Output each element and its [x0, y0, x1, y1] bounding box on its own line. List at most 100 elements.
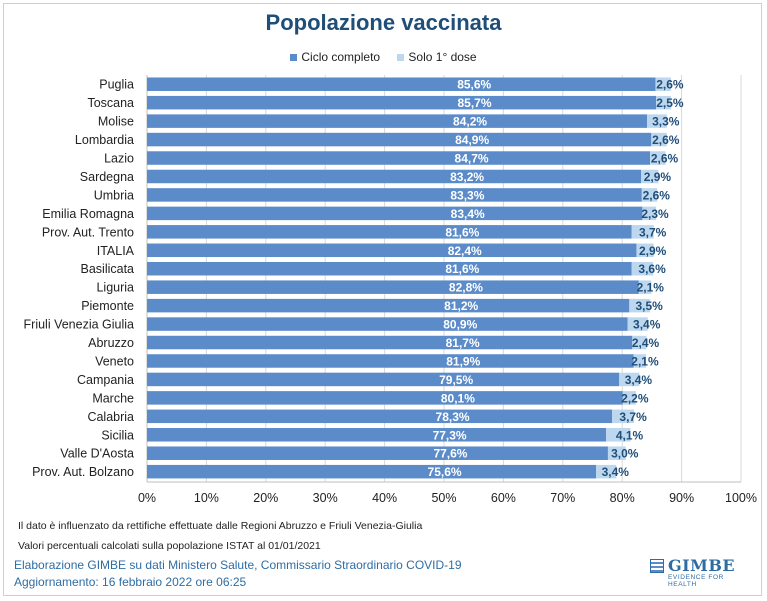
chart-plot: 0% 10% 20% 30% 40% 50% 60% 70% 80% 90% 100% Puglia 8… [24, 75, 757, 505]
bar-ciclo-completo-abruzzo [147, 335, 633, 350]
category-label-marche: Marche [92, 391, 134, 405]
category-label-campania: Campania [77, 373, 134, 387]
category-label-piemonte: Piemonte [81, 299, 134, 313]
x-tick-label: 10% [194, 491, 219, 505]
category-label-liguria: Liguria [96, 281, 134, 295]
data-label-ciclo-completo: 78,3% [436, 410, 470, 424]
category-label-toscana: Toscana [87, 96, 134, 110]
x-tick-label: 80% [610, 491, 635, 505]
gimbe-logo-tagline: EVIDENCE FOR HEALTH [668, 574, 724, 588]
bar-solo-prima-dose-prov-aut-bolzano [596, 464, 617, 479]
x-tick-label: 40% [372, 491, 397, 505]
bar-solo-prima-dose-prov-aut-trento [631, 225, 654, 239]
category-label-sicilia: Sicilia [101, 428, 134, 442]
legend-label-solo-prima-dose: Solo 1° dose [408, 50, 477, 64]
bar-solo-prima-dose-veneto [633, 354, 646, 368]
data-label-ciclo-completo: 82,4% [448, 244, 482, 258]
bar-ciclo-completo-lombardia [147, 132, 652, 147]
source-credit: Elaborazione GIMBE su dati Ministero Sal… [14, 558, 462, 572]
bar-ciclo-completo-calabria [147, 409, 613, 424]
x-tick-label: 70% [550, 491, 575, 505]
data-label-ciclo-completo: 85,6% [457, 78, 491, 92]
bar-ciclo-completo-liguria [147, 280, 639, 294]
gimbe-logo: GIMBE EVIDENCE FOR HEALTH [650, 556, 754, 588]
note-popolazione-istat: Valori percentuali calcolati sulla popol… [18, 540, 321, 552]
bar-solo-prima-dose-basilicata [631, 261, 654, 276]
data-label-solo-prima-dose: 2,6% [651, 152, 679, 166]
gimbe-logo-mark-icon [650, 558, 664, 573]
data-label-solo-prima-dose: 3,4% [625, 373, 653, 387]
bar-ciclo-completo-piemonte [147, 298, 630, 313]
data-label-ciclo-completo: 77,3% [433, 428, 467, 442]
bar-ciclo-completo-veneto [147, 354, 634, 368]
bar-ciclo-completo-friuli-venezia-giulia [147, 317, 628, 331]
chart-title: Popolazione vaccinata [265, 10, 502, 35]
bar-ciclo-completo-molise [147, 114, 648, 128]
data-label-solo-prima-dose: 2,5% [656, 96, 684, 110]
bar-ciclo-completo-campania [147, 372, 620, 387]
bar-solo-prima-dose-molise [647, 114, 667, 128]
update-timestamp: Aggiornamento: 16 febbraio 2022 ore 06:2… [14, 575, 247, 589]
bar-solo-prima-dose-calabria [612, 409, 635, 424]
x-tick-label: 100% [725, 491, 757, 505]
data-label-solo-prima-dose: 2,9% [639, 244, 667, 258]
legend-item-solo-prima-dose: Solo 1° dose [397, 50, 477, 64]
bar-solo-prima-dose-toscana [656, 95, 671, 110]
bar-solo-prima-dose-italia [636, 243, 654, 258]
category-label-friuli-venezia-giulia: Friuli Venezia Giulia [24, 318, 135, 332]
bar-ciclo-completo-toscana [147, 95, 657, 110]
data-label-ciclo-completo: 81,9% [446, 354, 480, 368]
data-label-solo-prima-dose: 3,3% [652, 115, 680, 129]
category-label-valle-d-aosta: Valle D'Aosta [60, 447, 134, 461]
bar-ciclo-completo-sardegna [147, 169, 642, 184]
bar-solo-prima-dose-sicilia [606, 428, 631, 442]
data-label-ciclo-completo: 84,2% [453, 115, 487, 129]
category-label-sardegna: Sardegna [80, 170, 134, 184]
data-label-solo-prima-dose: 2,9% [644, 170, 672, 184]
category-label-molise: Molise [98, 115, 134, 129]
bar-solo-prima-dose-valle-d-aosta [607, 446, 626, 460]
category-label-calabria: Calabria [87, 410, 134, 424]
data-label-ciclo-completo: 83,2% [450, 170, 484, 184]
bar-ciclo-completo-basilicata [147, 261, 632, 276]
data-label-solo-prima-dose: 2,2% [621, 391, 649, 405]
x-tick-label: 0% [138, 491, 156, 505]
category-label-italia: ITALIA [97, 244, 135, 258]
data-label-ciclo-completo: 81,6% [445, 262, 479, 276]
x-tick-label: 60% [491, 491, 516, 505]
data-label-ciclo-completo: 84,7% [455, 152, 489, 166]
data-label-solo-prima-dose: 4,1% [616, 428, 644, 442]
data-label-ciclo-completo: 83,4% [451, 207, 485, 221]
data-label-ciclo-completo: 75,6% [428, 465, 462, 479]
data-label-ciclo-completo: 82,8% [449, 281, 483, 295]
data-label-ciclo-completo: 79,5% [439, 373, 473, 387]
bar-ciclo-completo-italia [147, 243, 637, 258]
legend-swatch-ciclo-completo [290, 54, 298, 62]
bar-ciclo-completo-emilia-romagna [147, 206, 643, 221]
bar-solo-prima-dose-abruzzo [632, 335, 647, 350]
bar-ciclo-completo-marche [147, 391, 623, 405]
data-label-ciclo-completo: 77,6% [433, 447, 467, 461]
x-tick-label: 90% [669, 491, 694, 505]
data-label-solo-prima-dose: 2,6% [656, 78, 684, 92]
data-label-solo-prima-dose: 3,4% [633, 318, 661, 332]
data-label-solo-prima-dose: 3,5% [635, 299, 663, 313]
bar-solo-prima-dose-piemonte [629, 298, 651, 313]
category-label-prov-aut-bolzano: Prov. Aut. Bolzano [32, 465, 134, 479]
data-label-solo-prima-dose: 2,3% [641, 207, 669, 221]
x-tick-label: 30% [313, 491, 338, 505]
data-label-solo-prima-dose: 2,4% [632, 336, 660, 350]
note-rettifiche: Il dato è influenzato da rettifiche effe… [18, 520, 423, 532]
data-label-solo-prima-dose: 3,4% [602, 465, 630, 479]
x-tick-label: 20% [253, 491, 278, 505]
bar-solo-prima-dose-lazio [650, 151, 666, 165]
category-label-abruzzo: Abruzzo [88, 336, 134, 350]
data-label-solo-prima-dose: 2,1% [637, 281, 665, 295]
category-label-basilicata: Basilicata [81, 262, 135, 276]
bar-solo-prima-dose-friuli-venezia-giulia [627, 317, 648, 331]
bar-solo-prima-dose-puglia [655, 77, 671, 91]
bar-ciclo-completo-lazio [147, 151, 651, 165]
bar-ciclo-completo-umbria [147, 188, 642, 202]
data-label-ciclo-completo: 85,7% [458, 96, 492, 110]
data-label-ciclo-completo: 81,2% [444, 299, 478, 313]
